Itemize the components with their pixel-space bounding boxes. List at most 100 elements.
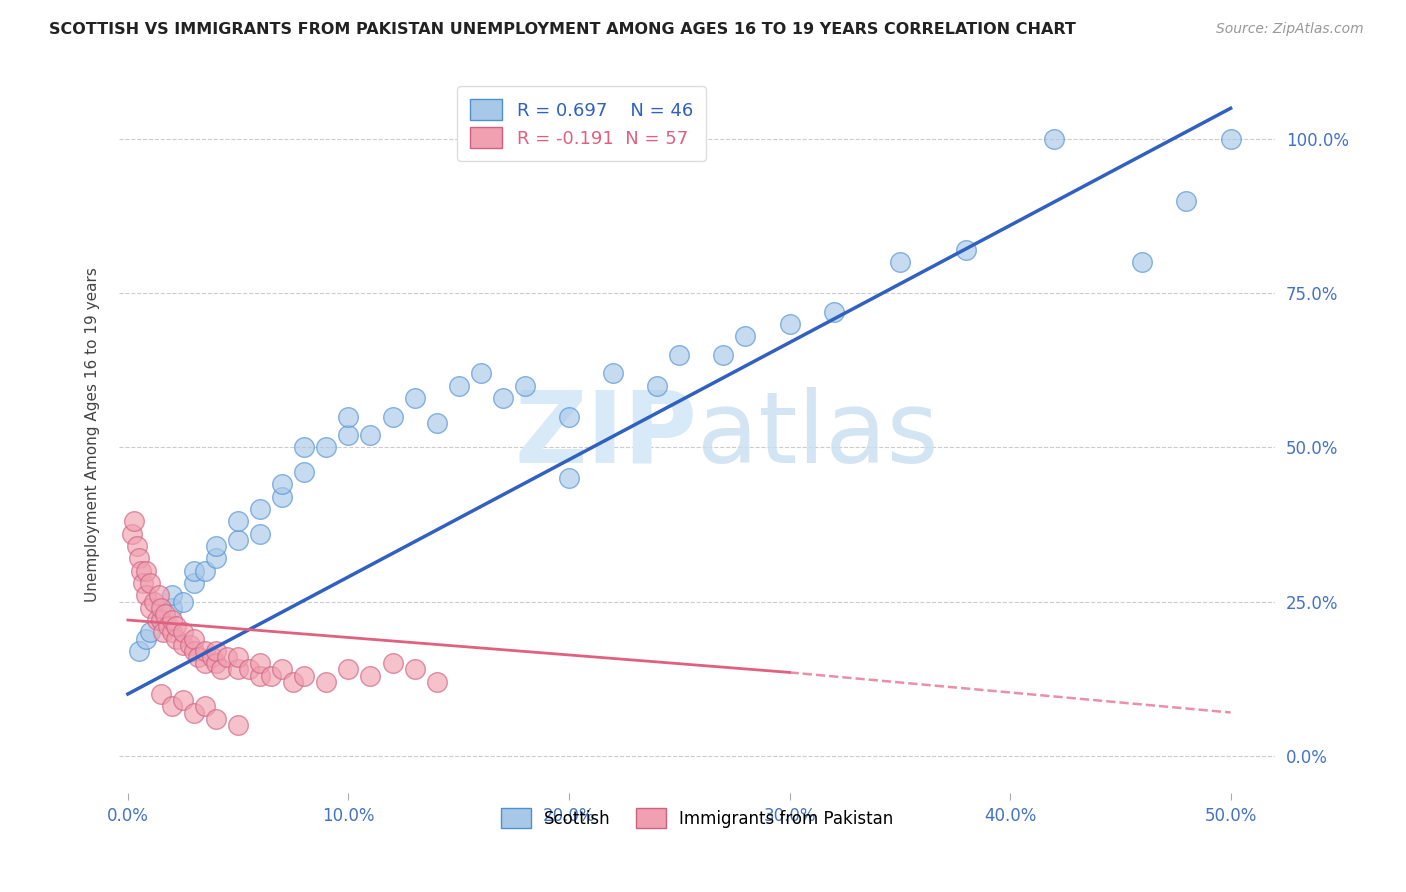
Text: ZIP: ZIP: [515, 386, 697, 483]
Point: [955, 243, 977, 257]
Point: [337, 428, 360, 442]
Point: [558, 471, 581, 485]
Text: atlas: atlas: [697, 386, 938, 483]
Point: [139, 625, 162, 640]
Point: [271, 477, 294, 491]
Point: [160, 588, 183, 602]
Point: [152, 625, 174, 640]
Point: [779, 317, 801, 331]
Point: [132, 576, 155, 591]
Point: [134, 564, 156, 578]
Point: [183, 706, 205, 720]
Point: [194, 699, 217, 714]
Point: [149, 600, 172, 615]
Text: SCOTTISH VS IMMIGRANTS FROM PAKISTAN UNEMPLOYMENT AMONG AGES 16 TO 19 YEARS CORR: SCOTTISH VS IMMIGRANTS FROM PAKISTAN UNE…: [49, 22, 1076, 37]
Point: [209, 662, 232, 676]
Point: [156, 619, 179, 633]
Point: [145, 613, 167, 627]
Point: [1132, 255, 1154, 269]
Legend: Scottish, Immigrants from Pakistan: Scottish, Immigrants from Pakistan: [494, 802, 900, 834]
Point: [271, 490, 294, 504]
Point: [404, 662, 426, 676]
Point: [187, 650, 209, 665]
Point: [160, 699, 183, 714]
Point: [271, 662, 294, 676]
Point: [226, 718, 249, 732]
Point: [381, 656, 404, 670]
Point: [426, 416, 449, 430]
Point: [172, 638, 194, 652]
Point: [194, 644, 217, 658]
Point: [889, 255, 911, 269]
Point: [121, 526, 143, 541]
Point: [734, 329, 756, 343]
Point: [155, 607, 177, 621]
Point: [217, 650, 239, 665]
Point: [1219, 132, 1241, 146]
Point: [381, 409, 404, 424]
Point: [315, 674, 337, 689]
Point: [292, 441, 315, 455]
Point: [205, 644, 228, 658]
Point: [160, 600, 183, 615]
Point: [149, 687, 172, 701]
Point: [172, 625, 194, 640]
Point: [238, 662, 260, 676]
Point: [359, 668, 381, 682]
Point: [124, 514, 146, 528]
Point: [205, 656, 228, 670]
Point: [249, 668, 271, 682]
Point: [292, 465, 315, 479]
Point: [194, 656, 217, 670]
Point: [179, 638, 201, 652]
Y-axis label: Unemployment Among Ages 16 to 19 years: Unemployment Among Ages 16 to 19 years: [86, 268, 100, 602]
Point: [426, 674, 449, 689]
Point: [128, 644, 150, 658]
Point: [337, 662, 360, 676]
Point: [172, 594, 194, 608]
Point: [134, 632, 156, 646]
Point: [201, 650, 224, 665]
Point: [558, 409, 581, 424]
Point: [183, 576, 205, 591]
Point: [149, 613, 172, 627]
Point: [129, 564, 152, 578]
Point: [249, 502, 271, 516]
Point: [226, 533, 249, 547]
Point: [205, 539, 228, 553]
Point: [165, 632, 187, 646]
Point: [602, 367, 624, 381]
Point: [492, 391, 515, 405]
Point: [823, 304, 845, 318]
Point: [513, 378, 536, 392]
Point: [183, 564, 205, 578]
Point: [128, 551, 150, 566]
Point: [183, 644, 205, 658]
Point: [315, 441, 337, 455]
Point: [447, 378, 470, 392]
Point: [139, 600, 162, 615]
Point: [1175, 194, 1198, 208]
Point: [134, 588, 156, 602]
Point: [160, 625, 183, 640]
Point: [143, 594, 166, 608]
Point: [226, 662, 249, 676]
Point: [283, 674, 305, 689]
Point: [645, 378, 668, 392]
Point: [172, 693, 194, 707]
Point: [668, 348, 690, 362]
Point: [260, 668, 283, 682]
Text: Source: ZipAtlas.com: Source: ZipAtlas.com: [1216, 22, 1364, 37]
Point: [149, 613, 172, 627]
Point: [470, 367, 492, 381]
Point: [249, 526, 271, 541]
Point: [194, 564, 217, 578]
Point: [205, 712, 228, 726]
Point: [183, 632, 205, 646]
Point: [226, 650, 249, 665]
Point: [359, 428, 381, 442]
Point: [1043, 132, 1066, 146]
Point: [160, 613, 183, 627]
Point: [226, 514, 249, 528]
Point: [711, 348, 734, 362]
